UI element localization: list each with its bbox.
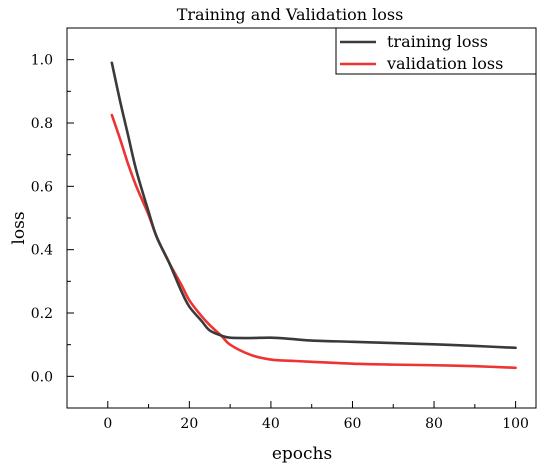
x-tick-label: 20 bbox=[180, 416, 198, 432]
legend-box bbox=[335, 27, 537, 75]
x-axis-title: epochs bbox=[272, 444, 332, 464]
series-layer bbox=[110, 61, 517, 370]
x-tick-label: 40 bbox=[262, 416, 280, 432]
legend: training loss validation loss bbox=[335, 27, 537, 75]
y-tick-label: 0.2 bbox=[31, 306, 53, 322]
legend-entry-validation-loss: validation loss bbox=[386, 54, 503, 73]
x-tick-label: 80 bbox=[425, 416, 443, 432]
legend-entry-training-loss: training loss bbox=[387, 32, 488, 51]
x-axis-ticks: 0 20 40 60 80 100 bbox=[66, 401, 529, 432]
y-tick-label: 0.6 bbox=[31, 179, 53, 195]
y-tick-label: 0.4 bbox=[31, 243, 53, 259]
y-tick-label: 0.0 bbox=[31, 369, 53, 385]
y-tick-label: 0.8 bbox=[31, 116, 53, 132]
x-tick-label: 60 bbox=[344, 416, 362, 432]
y-tick-label: 1.0 bbox=[31, 53, 53, 69]
validation-loss-line bbox=[110, 113, 517, 370]
x-tick-label: 0 bbox=[103, 416, 112, 432]
chart-title: Training and Validation loss bbox=[177, 5, 404, 24]
y-axis-title: loss bbox=[9, 211, 29, 244]
training-loss-line bbox=[110, 61, 517, 350]
y-axis-ticks: 0.0 0.2 0.4 0.6 0.8 1.0 bbox=[31, 27, 74, 409]
plot-frame bbox=[66, 27, 537, 409]
x-tick-label: 100 bbox=[502, 416, 529, 432]
plot-border bbox=[66, 27, 537, 409]
